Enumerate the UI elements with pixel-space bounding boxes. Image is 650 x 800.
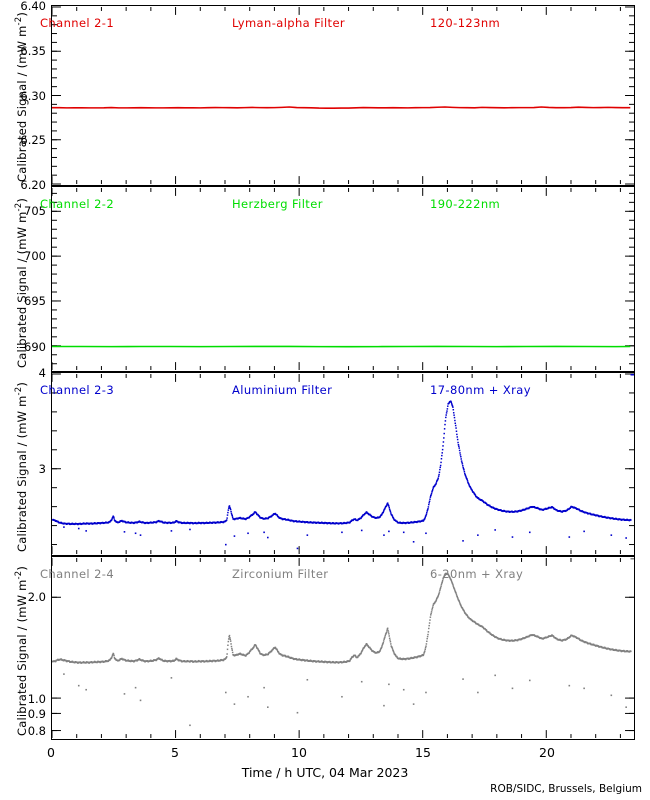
figure-credit: ROB/SIDC, Brussels, Belgium bbox=[490, 783, 642, 795]
y-tick-label: 6.30 bbox=[20, 88, 46, 103]
y-tick-label: 6.40 bbox=[20, 0, 46, 13]
panel4-channel-label: Channel 2-4 bbox=[40, 567, 115, 581]
panel1-channel-label: Channel 2-1 bbox=[40, 16, 115, 30]
y-axis-title-exponent: -2 bbox=[14, 570, 24, 580]
panel-channel-2-3 bbox=[51, 372, 635, 556]
panel1-band-label: 120-123nm bbox=[430, 16, 501, 30]
x-tick-label: 20 bbox=[539, 745, 555, 760]
y-axis-title: Calibrated Signal / (mW m-2) bbox=[14, 558, 29, 736]
panel3-band-label: 17-80nm + Xray bbox=[430, 383, 531, 397]
panel4-filter-label: Zirconium Filter bbox=[232, 567, 329, 581]
panel2-band-label: 190-222nm bbox=[430, 197, 501, 211]
panel-channel-2-2 bbox=[51, 186, 635, 372]
y-axis-title-exponent: -2 bbox=[14, 16, 24, 26]
y-axis-title-exponent: -2 bbox=[14, 202, 24, 212]
panel3-channel-label: Channel 2-3 bbox=[40, 383, 115, 397]
y-axis-title-tail: ) bbox=[14, 11, 29, 17]
y-tick-label: 700 bbox=[24, 248, 46, 263]
panel1-filter-label: Lyman-alpha Filter bbox=[232, 16, 346, 30]
y-axis-title-text: Calibrated Signal / (mW m bbox=[14, 25, 29, 182]
panel4-band-label: 6-20nm + Xray bbox=[430, 567, 524, 581]
panel-channel-2-1 bbox=[51, 5, 635, 186]
y-tick-label: 0.9 bbox=[27, 707, 46, 722]
y-axis-title: Calibrated Signal / (mW m-2) bbox=[14, 374, 29, 552]
x-tick-label: 10 bbox=[291, 745, 307, 760]
y-tick-label: 6.25 bbox=[20, 133, 46, 148]
x-tick-label: 15 bbox=[415, 745, 431, 760]
panel-channel-2-4 bbox=[51, 556, 635, 740]
panel2-filter-label: Herzberg Filter bbox=[232, 197, 323, 211]
x-axis-title: Time / h UTC, 04 Mar 2023 bbox=[241, 765, 409, 780]
y-tick-label: 695 bbox=[24, 294, 46, 309]
y-axis-title-tail: ) bbox=[14, 197, 29, 203]
y-axis-title-exponent: -2 bbox=[14, 386, 24, 396]
y-axis-title-text: Calibrated Signal / (mW m bbox=[14, 211, 29, 368]
y-axis-title-tail: ) bbox=[14, 381, 29, 387]
y-axis-title-tail: ) bbox=[14, 565, 29, 571]
y-tick-label: 4 bbox=[38, 366, 46, 380]
y-tick-label: 6.35 bbox=[20, 43, 46, 58]
y-tick-label: 0.8 bbox=[27, 724, 46, 739]
y-tick-label: 690 bbox=[24, 339, 46, 354]
y-tick-label: 6.20 bbox=[20, 178, 46, 192]
y-axis-title-text: Calibrated Signal / (mW m bbox=[14, 395, 29, 552]
panel1-y-tick-labels: 6.20 6.25 6.30 6.35 6.40 bbox=[0, 0, 46, 192]
panel2-channel-label: Channel 2-2 bbox=[40, 197, 115, 211]
y-axis-title: Calibrated Signal / (mW m-2) bbox=[14, 188, 29, 368]
x-tick-label: 0 bbox=[47, 745, 55, 760]
x-tick-label: 5 bbox=[171, 745, 179, 760]
y-tick-label: 3 bbox=[38, 461, 46, 476]
panel2-y-tick-labels: 690 695 700 705 bbox=[0, 186, 46, 372]
y-tick-label: 1.0 bbox=[27, 691, 46, 706]
y-axis-title-text: Calibrated Signal / (mW m bbox=[14, 579, 29, 736]
panel4-y-tick-labels: 0.8 0.9 1.0 2.0 bbox=[0, 556, 46, 740]
panel3-filter-label: Aluminium Filter bbox=[232, 383, 333, 397]
y-axis-title: Calibrated Signal / (mW m-2) bbox=[14, 7, 29, 182]
y-tick-label: 705 bbox=[24, 203, 46, 218]
y-tick-label: 2.0 bbox=[27, 589, 46, 604]
